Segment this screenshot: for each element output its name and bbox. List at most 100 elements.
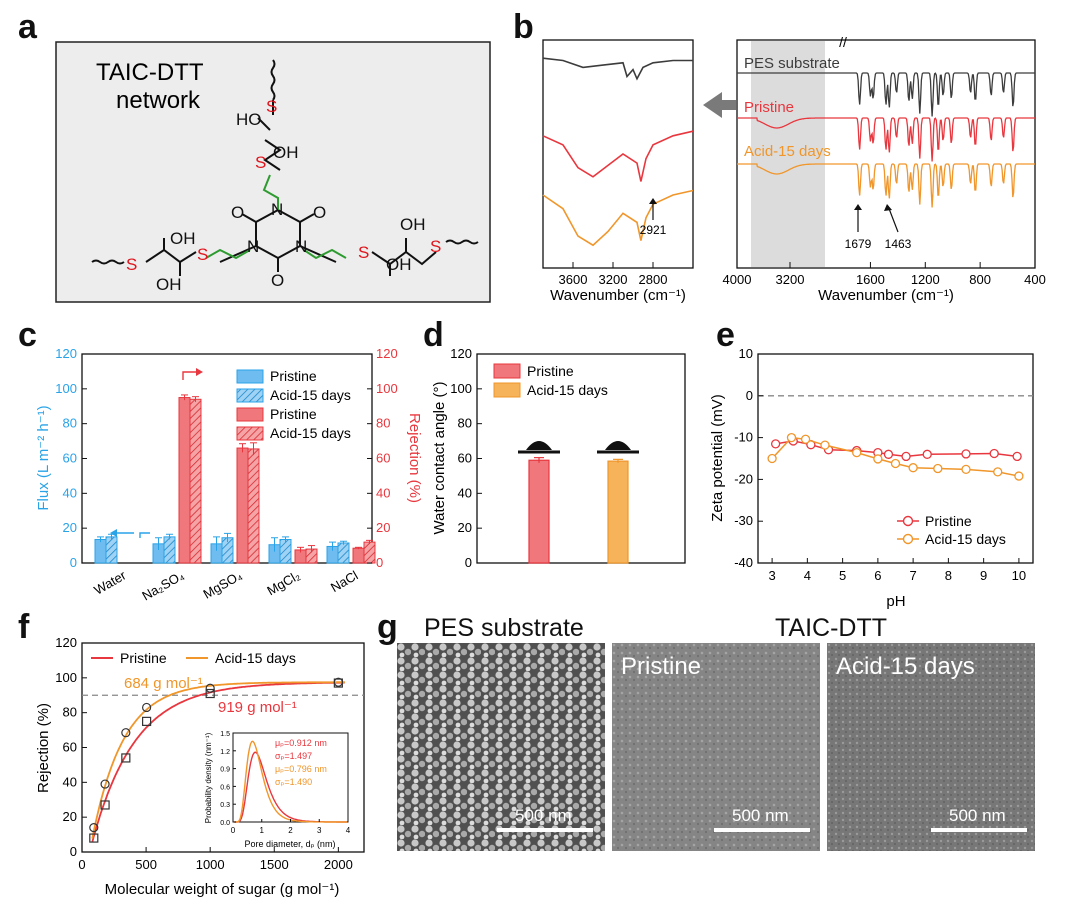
b-left-line-2 — [542, 189, 694, 247]
b-right-ticklabel-0: 4000 — [723, 272, 752, 287]
f-xticklabel-1: 500 — [135, 857, 157, 872]
panel-label-e: e — [716, 316, 735, 354]
atom-n-3: N — [295, 237, 307, 256]
e-point-1-2 — [800, 434, 811, 444]
scalebar-pristine — [714, 828, 810, 832]
f-point-pristine-4 — [205, 688, 215, 699]
c-bar-3-0 — [268, 544, 281, 564]
e-point-1-10 — [993, 467, 1003, 477]
sem-title-pes: PES substrate — [424, 614, 584, 642]
c-bar-1-3 — [189, 398, 202, 564]
f-inset-line-0 — [234, 751, 348, 823]
e-xticklabel-3: 6 — [874, 568, 881, 583]
e-xticklabel-4: 7 — [910, 568, 917, 583]
panel-label-d: d — [423, 316, 444, 354]
d-bar-1 — [607, 460, 629, 564]
e-ylabel: Zeta potential (mV) — [709, 394, 726, 522]
e-xticklabel-2: 5 — [839, 568, 846, 583]
f-inset-yticklabel-5: 1.5 — [220, 731, 230, 738]
f-inset-yticklabel-3: 0.9 — [220, 767, 230, 774]
f-legend-1: Acid-15 days — [215, 650, 296, 666]
b-right-line-0 — [737, 72, 1035, 117]
f-point-pristine-0 — [89, 833, 99, 843]
c-rticklabel-4: 80 — [376, 416, 390, 431]
network-title-2: network — [116, 87, 201, 114]
d-ticklabel-3: 60 — [458, 451, 472, 466]
e-xlabel: pH — [886, 593, 905, 610]
b-legend-pes: PES substrate — [744, 55, 840, 72]
sem-label-acid: Acid-15 days — [836, 653, 975, 680]
e-legend-1: Acid-15 days — [925, 531, 1006, 547]
f-inset-yticklabel-2: 0.6 — [220, 784, 230, 791]
f-point-pristine-5 — [333, 678, 343, 688]
b-right-line-1 — [737, 117, 1035, 162]
d-ticklabel-1: 20 — [458, 520, 472, 535]
e-yticklabel-0: -40 — [734, 555, 753, 570]
c-bar-3-2 — [294, 549, 307, 564]
sem-texture-acid — [827, 643, 1035, 851]
atom-s-left-inner: S — [197, 245, 208, 264]
svg-text://: // — [839, 34, 847, 50]
atom-s-right: S — [430, 237, 441, 256]
f-inset-xticklabel-3: 3 — [317, 826, 322, 835]
scalebar-acid — [931, 828, 1027, 832]
e-yticklabel-3: -10 — [734, 430, 753, 445]
c-ylabel-right: Rejection (%) — [406, 413, 423, 503]
e-point-0-10 — [989, 448, 999, 459]
c-bar-4-0 — [326, 545, 339, 564]
e-point-0-9 — [961, 449, 971, 459]
f-inset-p3: σₚ=1.490 — [275, 777, 312, 787]
d-ticklabel-0: 0 — [465, 555, 472, 570]
atom-ho: HO — [236, 110, 262, 129]
f-yticklabel-3: 60 — [63, 740, 77, 755]
c-bar-2-3 — [247, 448, 260, 564]
f-point-pristine-2 — [121, 753, 131, 763]
f-inset-yticklabel-4: 1.2 — [220, 749, 230, 756]
c-bar-0-1 — [105, 536, 118, 564]
b-right-ticklabel-5: 400 — [1024, 272, 1046, 287]
sem-title-taic: TAIC-DTT — [775, 614, 888, 642]
e-point-0-0 — [770, 439, 781, 449]
c-rticklabel-5: 100 — [376, 381, 398, 396]
c-bar-4-2 — [352, 547, 365, 564]
panel-label-c: c — [18, 316, 37, 354]
c-bar-2-1 — [221, 537, 234, 564]
f-yticklabel-2: 40 — [63, 774, 77, 789]
f-fit-0 — [91, 681, 345, 843]
panel-label-b: b — [513, 8, 534, 46]
scaletext-acid: 500 nm — [949, 806, 1006, 825]
d-legend-0: Pristine — [527, 363, 574, 379]
c-cat-2: MgSO₄ — [200, 568, 244, 602]
c-legend-1: Acid-15 days — [270, 387, 351, 403]
f-inset-xticklabel-4: 4 — [346, 826, 351, 835]
sem-label-pristine: Pristine — [621, 653, 702, 680]
e-point-1-9 — [961, 464, 971, 475]
e-xticklabel-5: 8 — [945, 568, 952, 583]
c-legend-3: Acid-15 days — [270, 425, 351, 441]
e-point-0-3 — [823, 445, 834, 455]
sem-image-pristine: Pristine 500 nm — [612, 643, 820, 851]
e-point-0-2 — [806, 440, 816, 450]
b-ann-1463: 1463 — [885, 237, 912, 251]
e-yticklabel-1: -30 — [734, 513, 753, 528]
panel-label-a: a — [18, 8, 37, 46]
f-inset-p1: σₚ=1.497 — [275, 751, 312, 761]
c-bar-1-0 — [152, 543, 165, 564]
f-ann-684: 684 g mol⁻¹ — [124, 675, 203, 692]
f-inset-xticklabel-2: 2 — [288, 826, 293, 835]
f-yticklabel-6: 120 — [55, 635, 77, 650]
f-yticklabel-1: 20 — [63, 809, 77, 824]
atom-s-upper: S — [255, 153, 266, 172]
f-legend-0: Pristine — [120, 650, 167, 666]
b-legend-pristine: Pristine — [744, 99, 794, 116]
c-bar-0-0 — [94, 538, 107, 564]
b-legend-acid: Acid-15 days — [744, 143, 831, 160]
f-yticklabel-4: 80 — [63, 705, 77, 720]
d-ticklabel-5: 100 — [450, 381, 472, 396]
atom-n-2: N — [247, 237, 259, 256]
b-left-annotation: 2921 — [640, 223, 667, 237]
f-point-acid-3 — [142, 702, 152, 713]
f-fit-1 — [91, 681, 345, 839]
f-inset-p0: μₚ=0.912 nm — [275, 738, 327, 748]
e-point-1-3 — [820, 440, 830, 450]
